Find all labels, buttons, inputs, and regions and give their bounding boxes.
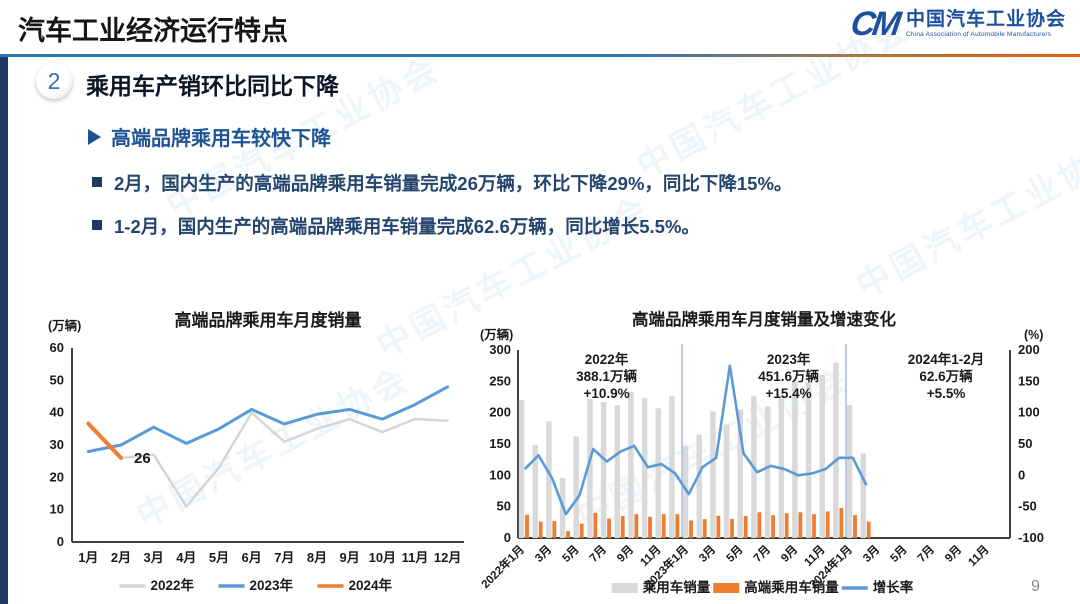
bullet-item: 2月，国内生产的高端品牌乘用车销量完成26万辆，环比下降29%，同比下降15%。 [92,170,792,196]
svg-text:5月: 5月 [724,543,746,565]
svg-text:5月: 5月 [888,543,910,565]
svg-text:10: 10 [50,502,64,517]
svg-text:62.6万辆: 62.6万辆 [919,368,973,384]
svg-text:2022年: 2022年 [151,577,195,593]
svg-text:451.6万辆: 451.6万辆 [758,368,819,384]
svg-text:高端品牌乘用车月度销量: 高端品牌乘用车月度销量 [175,310,362,330]
section-subtitle: 高端品牌乘用车较快下降 [111,128,331,150]
svg-text:50: 50 [50,372,64,387]
svg-text:50: 50 [497,499,511,514]
section-number-badge: 2 [36,63,72,99]
caam-logo: CM 中国汽车工业协会 China Association of Automob… [848,5,1066,43]
svg-text:高端品牌乘用车月度销量及增速变化: 高端品牌乘用车月度销量及增速变化 [632,309,897,329]
svg-text:8月: 8月 [307,550,327,565]
svg-text:3月: 3月 [696,543,718,565]
header-divider [0,54,1080,57]
svg-text:2022年1月: 2022年1月 [478,542,527,591]
svg-text:11月: 11月 [802,543,828,569]
svg-text:7月: 7月 [274,550,294,565]
watermark-text: 中国汽车工业协会 [850,129,1080,306]
svg-text:-50: -50 [1018,499,1037,514]
svg-text:5月: 5月 [560,543,582,565]
section-subtitle-row: 高端品牌乘用车较快下降 [88,122,331,151]
premium-sales-growth-combo-chart: 高端品牌乘用车月度销量及增速变化 (万辆) (%) 0 50 100 150 200 250 30… [478,309,1044,595]
svg-text:100: 100 [489,467,511,482]
svg-text:2023年: 2023年 [250,577,294,593]
svg-text:250: 250 [489,373,511,388]
svg-text:10月: 10月 [369,550,396,565]
svg-text:0: 0 [57,534,64,549]
svg-text:40: 40 [50,405,64,420]
svg-text:11月: 11月 [966,543,992,569]
premium-monthly-sales-line-chart: 高端品牌乘用车月度销量 (万辆) 0 10 20 30 40 50 60 1月 2月 3月 4月 5月 6月… [48,310,464,593]
page-title: 汽车工业经济运行特点 [18,16,288,46]
bullet-item: 1-2月，国内生产的高端品牌乘用车销量完成62.6万辆，同比增长5.5%。 [92,213,700,239]
svg-text:60: 60 [50,340,64,355]
svg-text:9月: 9月 [614,543,636,565]
svg-text:3月: 3月 [860,543,882,565]
svg-text:(%): (%) [1024,328,1043,342]
svg-text:2022年: 2022年 [585,351,629,367]
svg-text:9月: 9月 [340,550,360,565]
svg-text:300: 300 [489,342,511,357]
svg-text:388.1万辆: 388.1万辆 [576,368,637,384]
svg-text:2024年1-2月: 2024年1-2月 [908,351,985,367]
svg-text:-100: -100 [1018,530,1044,545]
svg-text:6月: 6月 [242,550,262,565]
svg-text:1月: 1月 [78,550,98,565]
svg-text:0: 0 [1018,467,1025,482]
svg-text:11月: 11月 [402,550,429,565]
svg-text:5月: 5月 [209,550,229,565]
svg-text:7月: 7月 [587,543,609,565]
arrow-marker-icon [88,128,101,145]
svg-text:+15.4%: +15.4% [766,386,812,401]
svg-text:50: 50 [1018,436,1032,451]
svg-text:26: 26 [134,450,151,467]
logo-name-cn: 中国汽车工业协会 [905,8,1066,30]
svg-text:+10.9%: +10.9% [583,386,629,401]
bullet-text: 1-2月，国内生产的高端品牌乘用车销量完成62.6万辆，同比增长5.5%。 [114,216,700,237]
svg-text:0: 0 [504,530,511,545]
bullet-text: 2月，国内生产的高端品牌乘用车销量完成26万辆，环比下降29%，同比下降15%。 [114,173,793,194]
svg-text:7月: 7月 [915,543,937,565]
svg-text:(万辆): (万辆) [480,327,513,342]
svg-text:2023年: 2023年 [767,351,811,367]
svg-text:2024年: 2024年 [349,577,393,593]
caam-logo-icon: CM [848,5,901,43]
square-bullet-icon [92,177,102,187]
svg-text:9月: 9月 [778,543,800,565]
svg-text:增长率: 增长率 [873,579,914,595]
svg-text:3月: 3月 [144,550,164,565]
svg-text:7月: 7月 [751,543,773,565]
svg-text:30: 30 [50,437,64,452]
svg-text:11月: 11月 [638,543,664,569]
svg-text:200: 200 [489,405,511,420]
svg-text:12月: 12月 [434,550,461,565]
svg-text:(万辆): (万辆) [48,318,81,333]
svg-text:乘用车销量: 乘用车销量 [642,579,711,595]
svg-text:+5.5%: +5.5% [927,386,966,401]
svg-text:2月: 2月 [111,550,131,565]
svg-text:高端乘用车销量: 高端乘用车销量 [744,579,839,595]
svg-text:200: 200 [1018,342,1040,357]
left-accent-stripe [0,57,8,604]
svg-text:9月: 9月 [942,543,964,565]
svg-text:150: 150 [489,436,511,451]
square-bullet-icon [92,220,102,230]
svg-text:100: 100 [1018,405,1040,420]
svg-text:150: 150 [1018,373,1040,388]
section-title: 乘用车产销环比同比下降 [86,73,339,99]
svg-text:4月: 4月 [176,550,196,565]
page-number: 9 [1031,578,1040,595]
svg-text:20: 20 [50,469,64,484]
logo-name-en: China Association of Automobile Manufact… [905,30,1052,38]
svg-text:3月: 3月 [532,543,554,565]
